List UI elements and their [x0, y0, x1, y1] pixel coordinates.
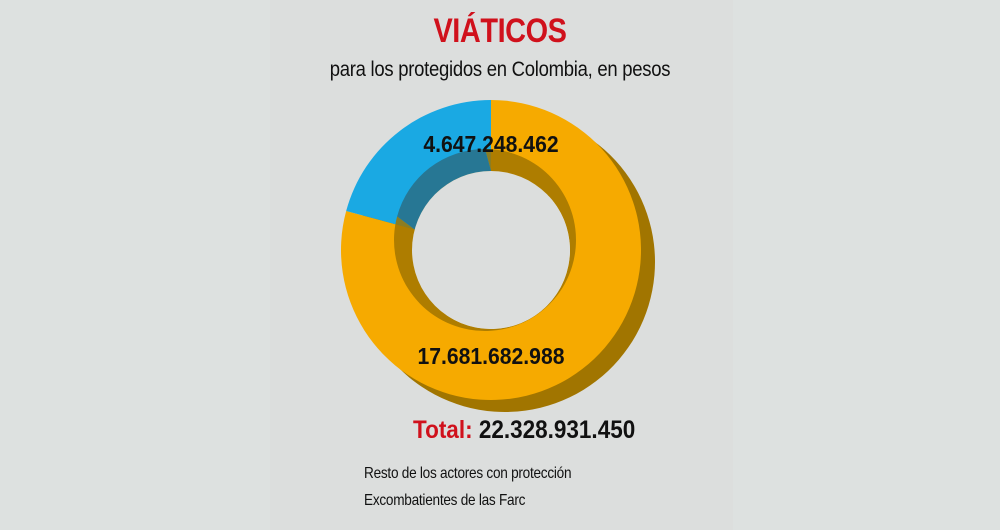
legend-item-farc: Excombatientes de las Farc	[364, 492, 526, 509]
total-value: 22.328.931.450	[478, 416, 636, 444]
donut-slices	[341, 100, 641, 400]
total-line: Total: 22.328.931.450	[413, 416, 635, 445]
slice-resto	[341, 100, 641, 400]
donut-chart: 4.647.248.462 17.681.682.988	[341, 100, 655, 412]
chart-subtitle: para los protegidos en Colombia, en peso…	[329, 58, 671, 81]
legend-item-resto: Resto de los actores con protección	[364, 465, 572, 482]
inner-shadow-farc	[397, 149, 491, 230]
right-margin	[733, 0, 1000, 530]
donut-labels: 4.647.248.462 17.681.682.988	[418, 131, 565, 369]
slice-value-label-farc: 4.647.248.462	[423, 131, 558, 157]
slice-value-label-resto: 17.681.682.988	[418, 343, 565, 369]
donut-hole	[412, 171, 570, 329]
total-label: Total:	[413, 416, 473, 444]
chart-title: VIÁTICOS	[433, 12, 567, 50]
left-margin	[0, 0, 270, 530]
slice-farc	[346, 100, 491, 230]
